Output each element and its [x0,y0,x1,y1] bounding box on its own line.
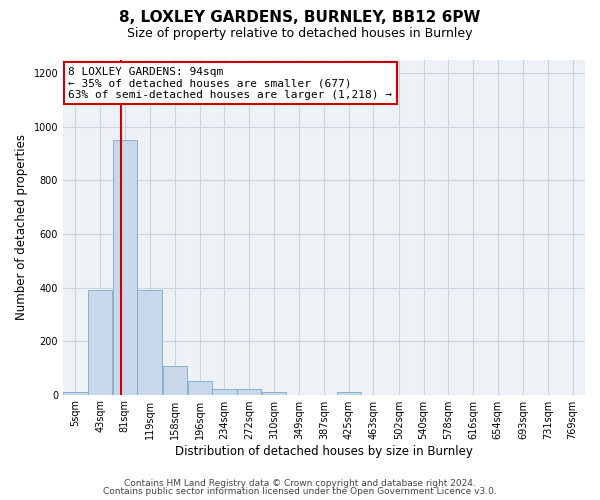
Bar [88,290,112,395]
Bar [212,389,236,394]
Bar [237,389,262,394]
Bar [188,381,212,394]
Text: 8, LOXLEY GARDENS, BURNLEY, BB12 6PW: 8, LOXLEY GARDENS, BURNLEY, BB12 6PW [119,10,481,25]
Text: Contains HM Land Registry data © Crown copyright and database right 2024.: Contains HM Land Registry data © Crown c… [124,478,476,488]
Bar [63,392,88,394]
Bar [262,392,286,394]
Text: 8 LOXLEY GARDENS: 94sqm
← 35% of detached houses are smaller (677)
63% of semi-d: 8 LOXLEY GARDENS: 94sqm ← 35% of detache… [68,66,392,100]
Bar [137,290,162,395]
Bar [337,392,361,394]
Y-axis label: Number of detached properties: Number of detached properties [15,134,28,320]
Text: Contains public sector information licensed under the Open Government Licence v3: Contains public sector information licen… [103,487,497,496]
Bar [163,366,187,394]
X-axis label: Distribution of detached houses by size in Burnley: Distribution of detached houses by size … [175,444,473,458]
Bar [113,140,137,394]
Text: Size of property relative to detached houses in Burnley: Size of property relative to detached ho… [127,28,473,40]
